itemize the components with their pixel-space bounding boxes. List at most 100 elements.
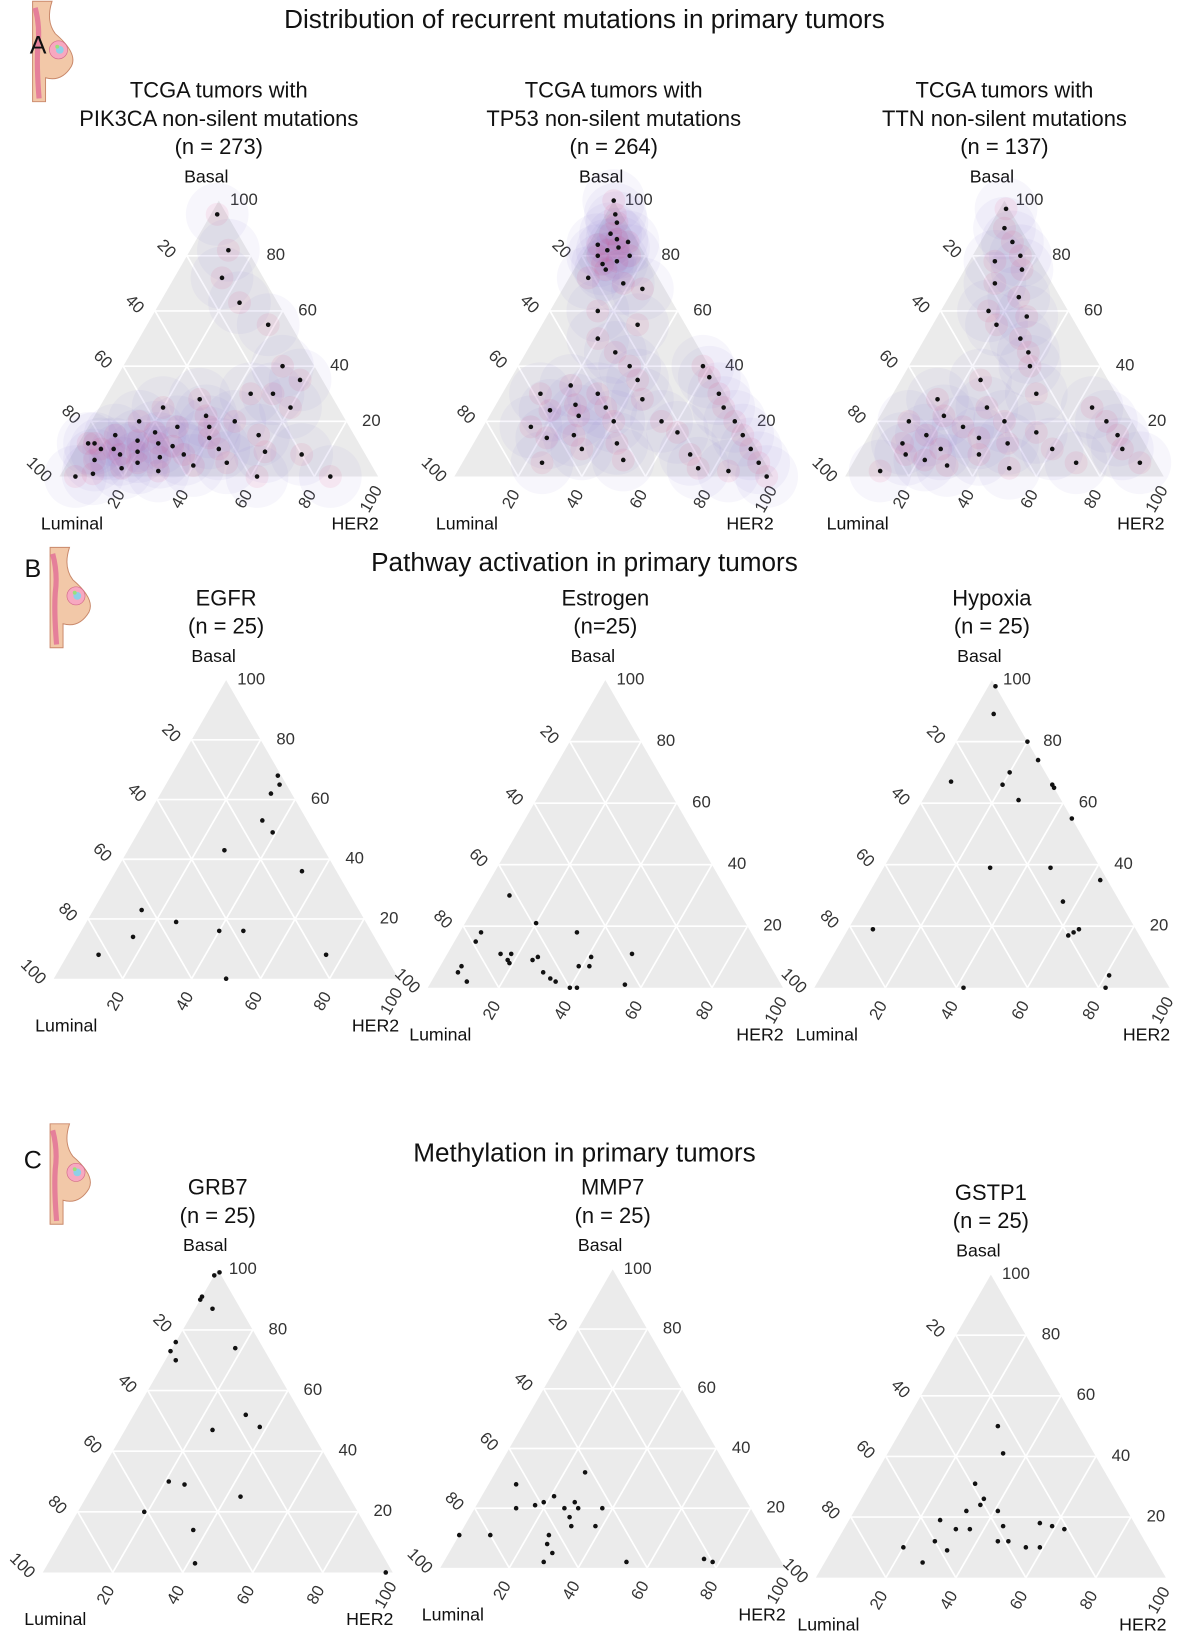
chart-title: (n=25)	[573, 614, 637, 639]
data-point	[1034, 430, 1039, 435]
chart-title: Estrogen	[561, 585, 649, 610]
basal-tick-label: 40	[1116, 356, 1135, 375]
data-point	[626, 240, 631, 245]
data-point	[640, 287, 645, 292]
data-point	[191, 463, 196, 468]
data-point	[595, 336, 600, 341]
data-point	[748, 447, 753, 452]
chart-title: TCGA tumors with	[525, 78, 703, 103]
vertex-label: Basal	[571, 646, 615, 666]
data-point	[182, 1482, 187, 1487]
luminal-tick-label: 40	[122, 291, 149, 318]
data-point	[135, 460, 140, 465]
basal-tick-label: 20	[766, 1498, 785, 1517]
chart-title: (n = 25)	[180, 1203, 256, 1228]
chart-title: (n = 25)	[953, 1208, 1029, 1233]
chart-title: GRB7	[188, 1175, 248, 1200]
basal-tick-label: 100	[237, 670, 265, 689]
data-point	[212, 1273, 217, 1278]
vertex-label: HER2	[738, 1605, 785, 1625]
data-point	[871, 927, 876, 932]
chart-title: TCGA tumors with	[130, 78, 308, 103]
her2-tick-label: 80	[692, 997, 718, 1023]
data-point	[935, 397, 940, 402]
data-point	[977, 452, 982, 457]
chart-title: TP53 non-silent mutations	[486, 106, 741, 131]
chart-title: (n = 273)	[175, 134, 263, 159]
vertex-label: HER2	[346, 1609, 393, 1629]
data-point	[587, 964, 592, 969]
data-point	[1061, 899, 1066, 904]
her2-tick-label: 100	[1143, 1583, 1173, 1617]
basal-tick-label: 60	[693, 300, 712, 319]
basal-tick-label: 100	[1002, 1264, 1030, 1283]
ternary-plot: EGFR(n = 25)2020204040406060608080801001…	[17, 585, 406, 1035]
data-point	[288, 405, 293, 410]
chart-title: MMP7	[581, 1175, 644, 1200]
data-point	[139, 908, 144, 913]
data-point	[1107, 973, 1112, 978]
data-point	[536, 955, 541, 960]
data-point	[991, 712, 996, 717]
data-point	[613, 212, 618, 217]
data-point	[99, 447, 104, 452]
data-point	[118, 452, 123, 457]
vertex-label: Luminal	[436, 513, 498, 533]
vertex-label: Luminal	[409, 1024, 471, 1044]
basal-tick-label: 100	[624, 1259, 652, 1278]
data-point	[568, 985, 573, 990]
data-point	[131, 935, 136, 940]
data-point	[1066, 933, 1071, 938]
data-point	[996, 1539, 1001, 1544]
her2-tick-label: 100	[763, 1574, 793, 1608]
data-point	[568, 383, 573, 388]
data-point	[595, 309, 600, 314]
data-point	[993, 281, 998, 286]
luminal-tick-label: 80	[816, 906, 843, 933]
data-point	[978, 1503, 983, 1508]
data-point	[241, 929, 246, 934]
data-point	[595, 253, 600, 258]
data-point	[473, 939, 478, 944]
data-point	[961, 985, 966, 990]
data-point	[277, 782, 282, 787]
ternary-plot: Estrogen(n=25)20202040404060606080808010…	[391, 585, 791, 1044]
vertex-label: Luminal	[797, 1614, 859, 1634]
data-point	[1016, 295, 1021, 300]
basal-tick-label: 80	[661, 245, 680, 264]
data-point	[973, 1481, 978, 1486]
data-point	[488, 1533, 493, 1538]
her2-tick-label: 20	[498, 486, 524, 512]
data-point	[545, 1542, 550, 1547]
data-point	[1004, 207, 1009, 212]
data-point	[459, 964, 464, 969]
data-point	[615, 441, 620, 446]
basal-tick-label: 20	[1148, 411, 1167, 430]
data-point	[1024, 314, 1029, 319]
data-point	[945, 1548, 950, 1553]
data-point	[280, 364, 285, 369]
data-point	[514, 1506, 519, 1511]
data-point	[1006, 1539, 1011, 1544]
data-point	[276, 773, 281, 778]
basal-tick-label: 20	[1150, 916, 1169, 935]
data-point	[533, 1503, 538, 1508]
luminal-tick-label: 40	[887, 1375, 914, 1402]
basal-tick-label: 40	[1114, 854, 1133, 873]
data-point	[456, 970, 461, 975]
her2-tick-label: 100	[761, 993, 791, 1027]
data-point	[615, 220, 620, 225]
basal-tick-label: 100	[1003, 670, 1031, 689]
data-point	[156, 441, 161, 446]
data-point	[300, 869, 305, 874]
vertex-label: Basal	[957, 646, 1001, 666]
data-point	[1074, 460, 1079, 465]
data-point	[640, 397, 645, 402]
vertex-label: Luminal	[827, 513, 889, 533]
data-point	[197, 397, 202, 402]
basal-tick-label: 40	[339, 1441, 358, 1460]
basal-tick-label: 100	[616, 670, 644, 689]
data-point	[529, 425, 534, 430]
luminal-tick-label: 40	[517, 291, 544, 318]
her2-tick-label: 20	[866, 1587, 892, 1613]
